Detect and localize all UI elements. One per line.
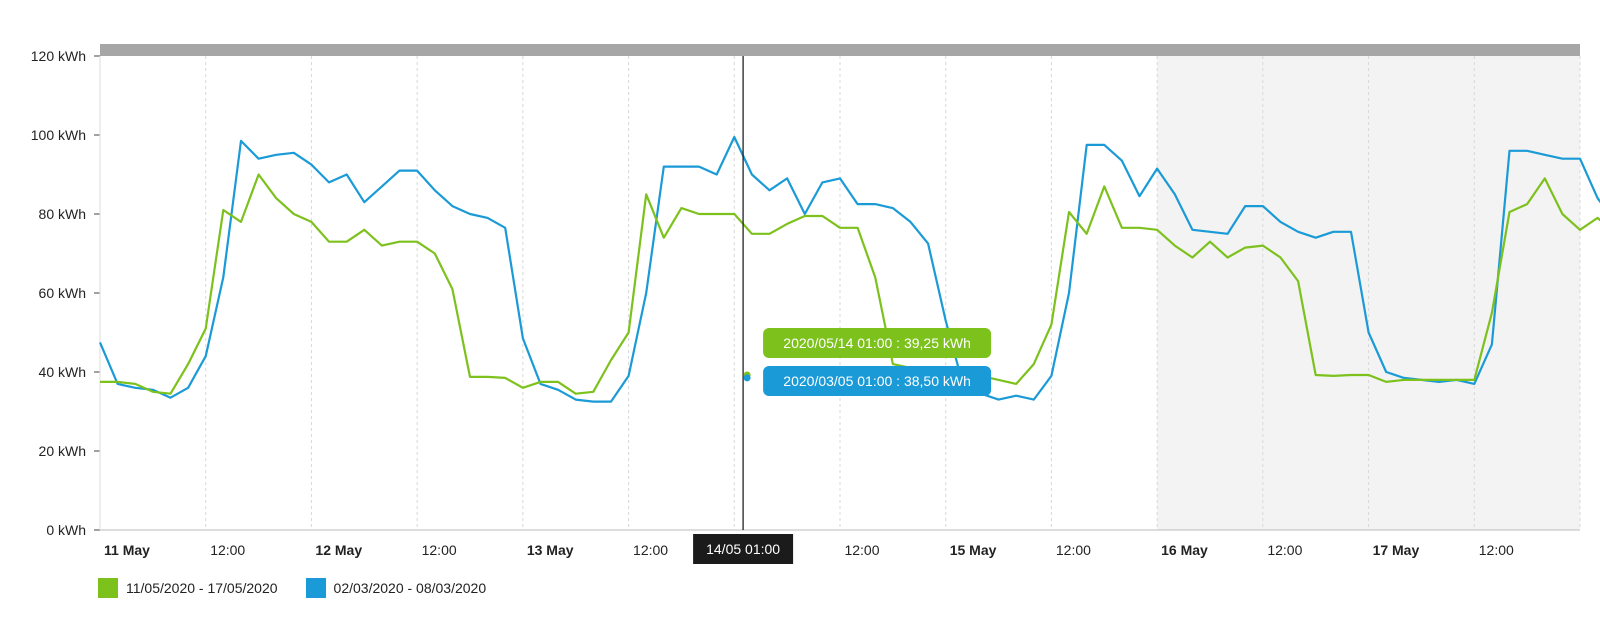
x-tick-label: 13 May	[527, 542, 574, 558]
cursor-label: 14/05 01:00	[706, 541, 780, 557]
legend-swatch-previous	[305, 578, 326, 598]
tooltip-previous: 2020/03/05 01:00 : 38,50 kWh	[763, 366, 992, 396]
x-tick-label: 12:00	[1267, 542, 1302, 558]
legend-item-previous[interactable]: 02/03/2020 - 08/03/2020	[305, 578, 487, 598]
x-tick-label: 12 May	[315, 542, 362, 558]
series-line-current	[100, 173, 1600, 395]
x-tick-label: 12:00	[633, 542, 668, 558]
x-tick-label: 17 May	[1373, 542, 1420, 558]
legend-label-previous: 02/03/2020 - 08/03/2020	[333, 580, 487, 596]
legend-item-current[interactable]: 11/05/2020 - 17/05/2020	[98, 578, 278, 598]
y-tick-label: 0 kWh	[46, 522, 86, 538]
x-tick-label: 16 May	[1161, 542, 1208, 558]
x-tick-label: 12:00	[1056, 542, 1091, 558]
y-tick-label: 120 kWh	[31, 48, 86, 64]
tooltip-previous-text: 2020/03/05 01:00 : 38,50 kWh	[783, 373, 971, 389]
y-tick-label: 100 kWh	[31, 127, 86, 143]
x-tick-label: 12:00	[844, 542, 879, 558]
tooltip-current: 2020/05/14 01:00 : 39,25 kWh	[763, 328, 992, 358]
series-line-previous	[98, 135, 1600, 403]
x-tick-label: 12:00	[1479, 542, 1514, 558]
tooltip-previous-box	[763, 366, 992, 396]
legend-label-current: 11/05/2020 - 17/05/2020	[126, 580, 278, 596]
tooltip-current-text: 2020/05/14 01:00 : 39,25 kWh	[783, 335, 971, 351]
scroll-bar[interactable]	[100, 44, 1580, 56]
x-tick-label: 15 May	[950, 542, 997, 558]
tooltip-current-box	[763, 328, 992, 358]
line-chart[interactable]: 0 kWh 20 kWh 40 kWh 60 kWh 80 kWh 100 kWh 120 …	[0, 0, 1600, 570]
cursor-label-box	[693, 534, 794, 564]
y-tick-label: 60 kWh	[39, 285, 86, 301]
y-tick-label: 20 kWh	[39, 443, 86, 459]
x-tick-label: 12:00	[210, 542, 245, 558]
legend-swatch-current	[98, 578, 118, 598]
y-tick-label: 40 kWh	[39, 364, 86, 380]
cursor-point-previous	[743, 374, 751, 382]
x-tick-label: 12:00	[422, 542, 457, 558]
legend: 11/05/2020 - 17/05/2020 02/03/2020 - 08/…	[98, 578, 486, 598]
y-tick-label: 80 kWh	[39, 206, 86, 222]
x-tick-label: 11 May	[104, 542, 150, 558]
